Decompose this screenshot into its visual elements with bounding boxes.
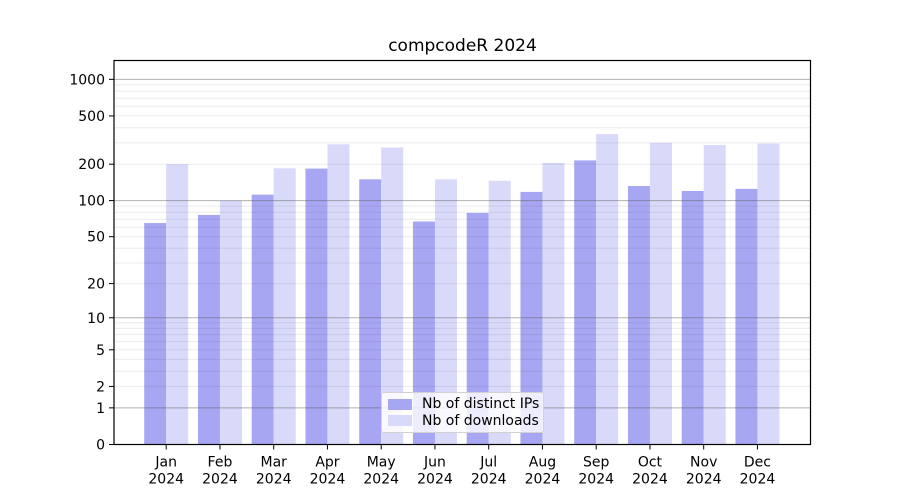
x-tick-label-month: Oct: [638, 455, 663, 471]
x-tick-label-month: Apr: [315, 455, 339, 471]
bar-distinct-ips: [627, 186, 650, 445]
x-tick-label-month: Jul: [479, 455, 497, 471]
x-tick-label-month: Jan: [154, 455, 177, 471]
x-tick-label-year: 2024: [363, 472, 399, 488]
x-tick-label-month: Jun: [423, 455, 446, 471]
y-tick-label: 1000: [69, 72, 105, 88]
bar-downloads: [757, 143, 780, 445]
legend-item-downloads: Nb of downloads: [388, 412, 539, 430]
x-tick-label-year: 2024: [525, 472, 561, 488]
x-tick-label-year: 2024: [578, 472, 614, 488]
y-tick-label: 0: [96, 438, 105, 454]
bar-downloads: [703, 145, 726, 445]
legend: Nb of distinct IPs Nb of downloads: [381, 392, 544, 433]
bar-distinct-ips: [520, 191, 543, 445]
bar-distinct-ips: [574, 160, 597, 445]
legend-item-distinct-ips: Nb of distinct IPs: [388, 396, 540, 413]
bar-downloads: [488, 180, 511, 445]
bar-downloads: [273, 168, 296, 445]
bar-distinct-ips: [359, 179, 382, 445]
x-tick-label-year: 2024: [686, 472, 722, 488]
y-tick-label: 100: [78, 194, 105, 210]
x-tick-label-month: Sep: [583, 455, 610, 471]
y-tick-label: 1: [96, 401, 105, 417]
x-tick-label-month: Nov: [690, 455, 717, 471]
x-tick-label-year: 2024: [148, 472, 184, 488]
x-tick-label-year: 2024: [471, 472, 507, 488]
y-tick-label: 50: [87, 230, 105, 246]
legend-label-downloads: Nb of downloads: [422, 412, 539, 429]
y-tick-label: 2: [96, 379, 105, 395]
x-tick-label-year: 2024: [202, 472, 238, 488]
bar-downloads: [434, 179, 457, 445]
plot-border: [113, 59, 812, 446]
bar-downloads: [542, 162, 565, 445]
bar-distinct-ips: [251, 194, 274, 445]
bar-downloads: [649, 142, 672, 445]
legend-label-distinct-ips: Nb of distinct IPs: [422, 396, 540, 413]
x-tick-label-month: May: [367, 455, 396, 471]
chart-title: compcodeR 2024: [388, 36, 537, 56]
y-tick-label: 20: [87, 277, 105, 293]
bar-downloads: [166, 164, 189, 445]
bar-distinct-ips: [305, 168, 328, 445]
x-tick-label-year: 2024: [740, 472, 776, 488]
bar-downloads: [596, 134, 619, 445]
bar-distinct-ips: [197, 214, 220, 445]
bar-downloads: [219, 200, 242, 445]
y-tick-label: 10: [87, 311, 105, 327]
bar-downloads: [381, 147, 404, 445]
bar-distinct-ips: [735, 188, 758, 445]
x-tick-label-month: Mar: [260, 455, 287, 471]
x-tick-label-month: Feb: [208, 455, 233, 471]
x-tick-label-month: Aug: [529, 455, 556, 471]
bar-downloads: [327, 144, 350, 445]
x-tick-label-year: 2024: [417, 472, 453, 488]
bar-distinct-ips: [412, 221, 435, 445]
y-tick-label: 200: [78, 157, 105, 173]
bar-distinct-ips: [466, 212, 489, 445]
x-tick-label-year: 2024: [632, 472, 668, 488]
legend-swatch-downloads: [388, 415, 412, 427]
bar-distinct-ips: [144, 223, 167, 445]
x-tick-label-year: 2024: [256, 472, 292, 488]
y-tick-label: 500: [78, 109, 105, 125]
x-tick-label-month: Dec: [744, 455, 771, 471]
bar-distinct-ips: [681, 191, 704, 445]
legend-swatch-distinct-ips: [388, 398, 412, 410]
y-tick-label: 5: [96, 343, 105, 359]
x-tick-label-year: 2024: [310, 472, 346, 488]
